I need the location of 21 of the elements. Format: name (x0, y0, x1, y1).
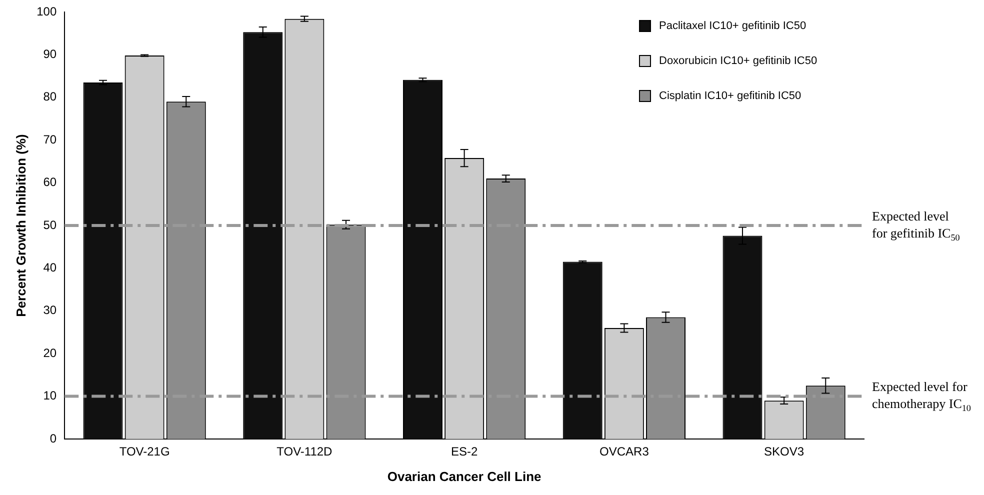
x-axis-title: Ovarian Cancer Cell Line (387, 468, 542, 484)
y-tick-label: 60 (43, 175, 57, 190)
y-tick-label: 30 (43, 303, 57, 318)
y-tick-label: 80 (43, 90, 57, 104)
y-tick-label: 90 (43, 47, 57, 62)
x-tick-label: ES-2 (450, 444, 478, 459)
x-tick-label: TOV-21G (119, 444, 170, 459)
y-tick-label: 100 (36, 4, 57, 18)
x-tick-label: TOV-112D (276, 444, 333, 459)
y-tick-label: 40 (43, 260, 57, 275)
y-tick-label: 0 (50, 431, 57, 446)
legend-label: Cisplatin IC10+ gefitinib IC50 (659, 90, 802, 102)
x-tick-label: OVCAR3 (600, 444, 650, 459)
y-tick-label: 50 (43, 218, 57, 232)
legend-label: Paclitaxel IC10+ gefitinib IC50 (659, 20, 806, 32)
y-axis-title: Percent Growth Inhibition (%) (13, 134, 28, 317)
y-tick-label: 10 (43, 388, 57, 403)
y-tick-label: 70 (43, 132, 57, 146)
legend-label: Doxorubicin IC10+ gefitinib IC50 (659, 55, 818, 68)
y-tick-label: 20 (43, 346, 57, 360)
x-tick-label: SKOV3 (764, 444, 804, 459)
